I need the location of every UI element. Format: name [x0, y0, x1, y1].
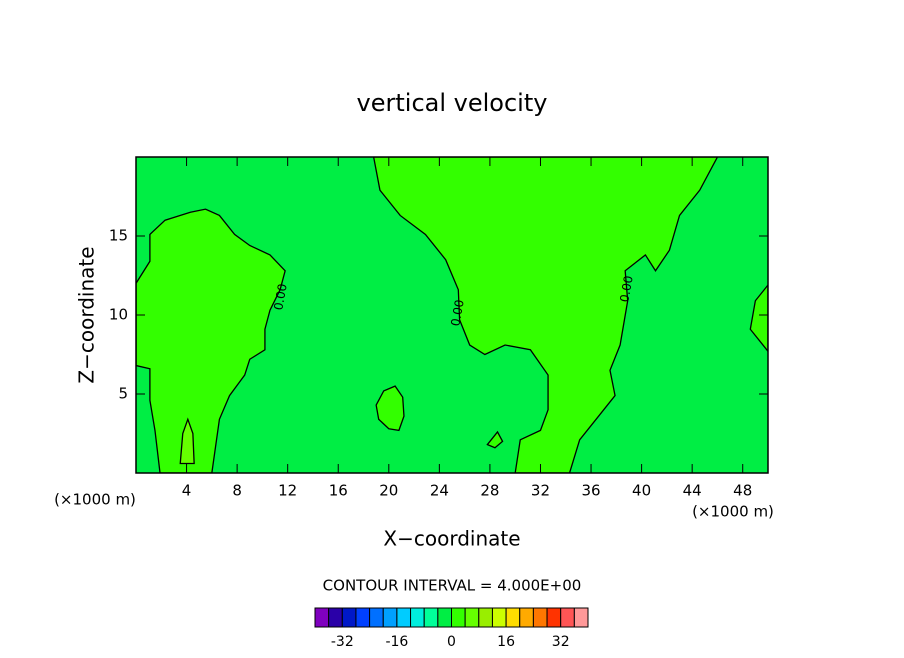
chart-title: vertical velocity: [357, 89, 548, 117]
colorbar-box: [355, 607, 371, 628]
x-tick-label: 20: [379, 482, 398, 500]
y-tick-label: 10: [109, 306, 128, 324]
x-unit-label: (×1000 m): [54, 491, 136, 509]
x-axis-label: X−coordinate: [383, 527, 520, 551]
colorbar-box: [437, 607, 453, 628]
colorbar-box: [369, 607, 384, 628]
contour-interval: CONTOUR INTERVAL = 4.000E+00: [323, 577, 582, 595]
colorbar-box: [491, 607, 507, 628]
x-tick-label: 36: [581, 482, 600, 500]
colorbar-box: [382, 607, 398, 628]
colorbar-box: [314, 607, 330, 628]
colorbar-tick-label: 16: [497, 634, 515, 650]
colorbar-box: [560, 607, 575, 628]
colorbar-box: [341, 607, 357, 628]
plot-area: 0.00 0.00 0.00: [136, 157, 768, 473]
colorbar-box: [423, 607, 439, 628]
y-axis-label: Z−coordinate: [75, 246, 99, 383]
colorbar-tick-label: 32: [552, 634, 570, 650]
contour-region: [136, 208, 286, 473]
colorbar-tick-label: -32: [331, 634, 354, 650]
x-tick-label: 16: [329, 482, 348, 500]
contour-region: [375, 385, 405, 432]
colorbar-box: [573, 607, 589, 628]
colorbar-box: [464, 607, 480, 628]
colorbar-box: [478, 607, 493, 628]
x-tick-label: 40: [632, 482, 651, 500]
colorbar-box: [546, 607, 562, 628]
y-tick-label: 5: [118, 385, 128, 403]
x-tick-label: 8: [232, 482, 242, 500]
colorbar-tick-label: -16: [385, 634, 408, 650]
contour-label: 0.00: [271, 283, 289, 312]
x-tick-label: 28: [480, 482, 499, 500]
colorbar-box: [532, 607, 548, 628]
contour-region: [179, 417, 195, 465]
contour-label: 0.00: [448, 299, 466, 328]
colorbar-box: [396, 607, 412, 628]
x-tick-label: 24: [430, 482, 449, 500]
contour-label: 0.00: [617, 275, 635, 304]
colorbar-box: [505, 607, 521, 628]
colorbar-box: [451, 607, 466, 628]
colorbar-box: [519, 607, 534, 628]
x-tick-label: 4: [182, 482, 192, 500]
contour-region: [749, 283, 768, 353]
colorbar-box: [328, 607, 343, 628]
colorbar-tick-label: 0: [447, 634, 456, 650]
x-tick-label: 44: [683, 482, 702, 500]
colorbar-box: [410, 607, 425, 628]
contour-region: [486, 430, 504, 449]
x-tick-label: 12: [278, 482, 297, 500]
x-tick-label: 48: [733, 482, 752, 500]
contour-region: [372, 157, 719, 473]
y-tick-label: 15: [109, 227, 128, 245]
x-unit-label: (×1000 m): [692, 503, 774, 521]
x-tick-label: 32: [531, 482, 550, 500]
